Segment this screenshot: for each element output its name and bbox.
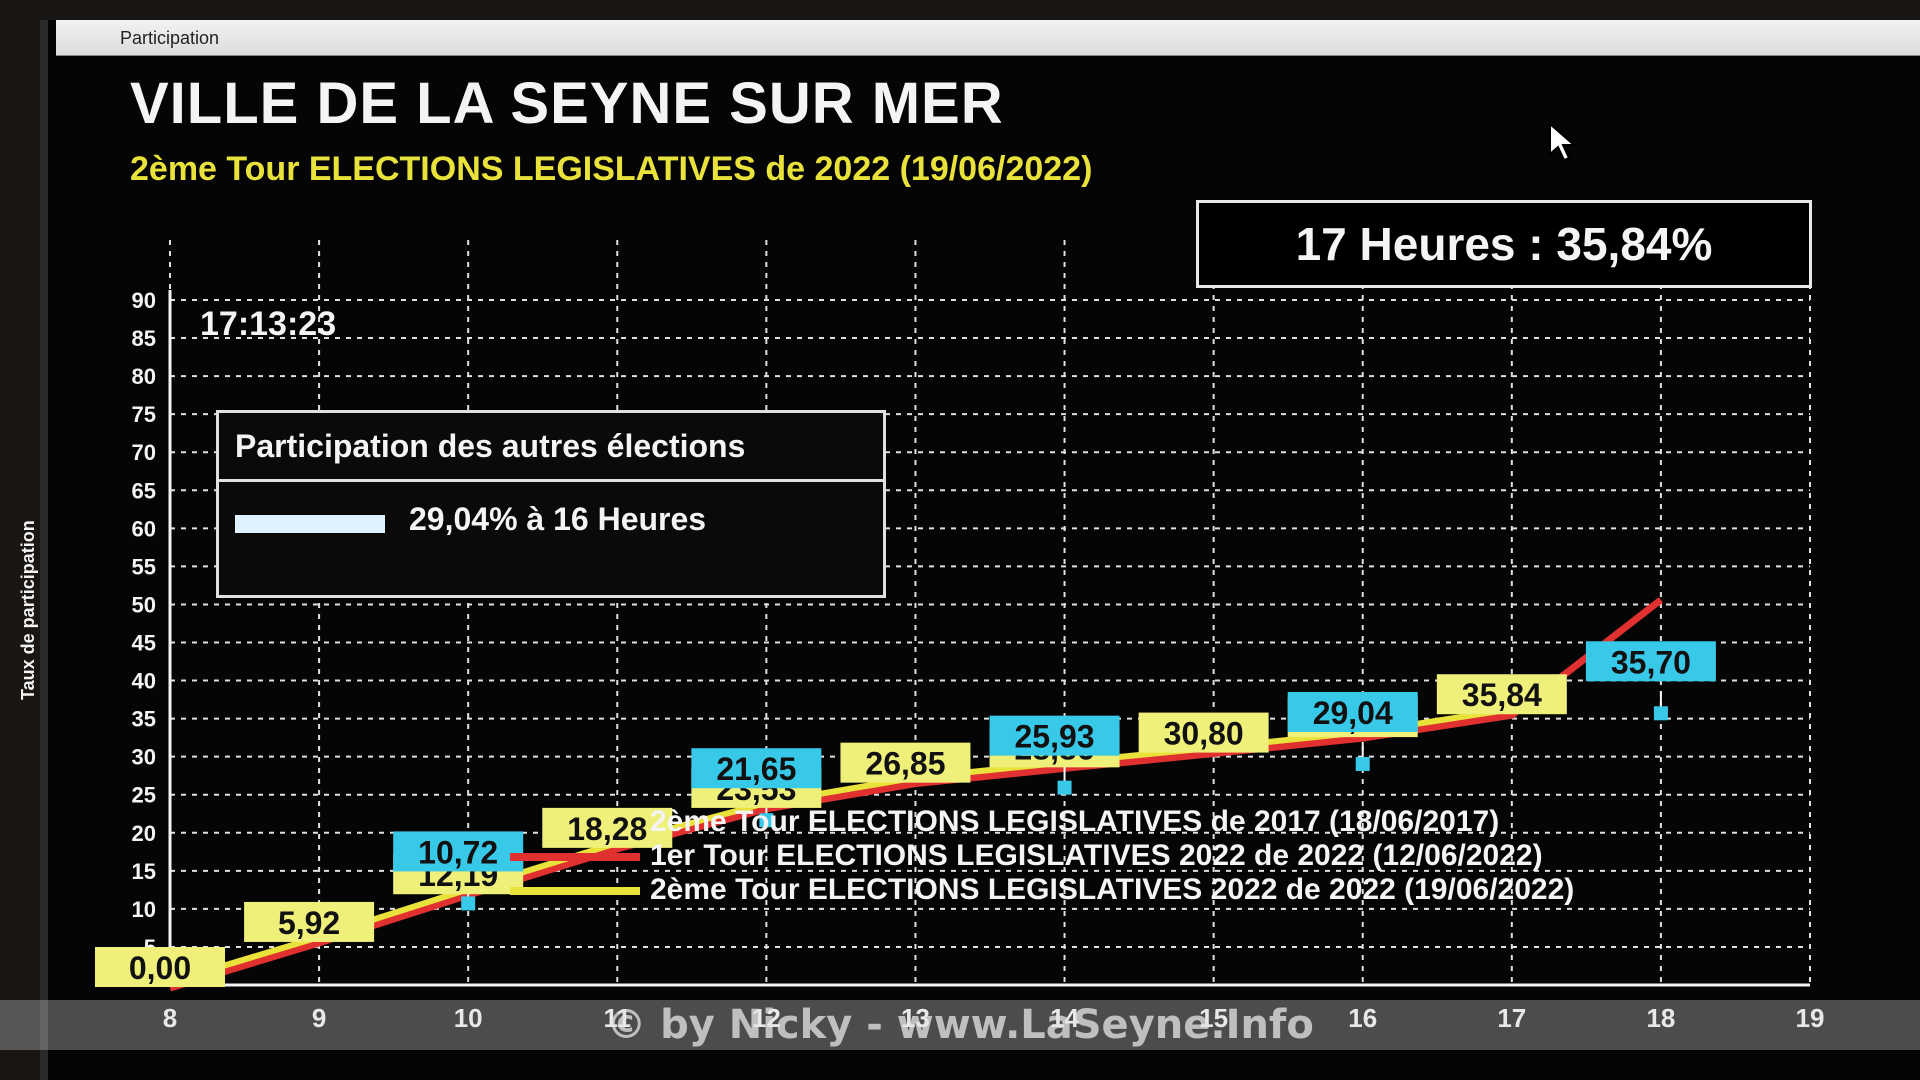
data-label-2017: 29,04 [1313, 695, 1393, 731]
other-elections-title: Participation des autres élections [219, 413, 883, 482]
data-label-2022: 5,92 [278, 905, 340, 941]
legend-label-2017: 2ème Tour ELECTIONS LEGISLATIVES de 2017… [650, 805, 1500, 838]
y-tick-label: 40 [132, 669, 156, 694]
y-tick-label: 80 [132, 364, 156, 389]
page-subtitle: 2ème Tour ELECTIONS LEGISLATIVES de 2022… [130, 150, 1093, 188]
y-tick-label: 30 [132, 745, 156, 770]
mouse-cursor-icon [1549, 122, 1577, 162]
data-label-2017-box [989, 715, 1120, 756]
watermark: © by Nicky - www.LaSeyne.Info [0, 1000, 1920, 1050]
y-tick-label: 90 [132, 288, 156, 313]
other-elections-value: 29,04% à 16 Heures [409, 501, 707, 537]
x-tick-label: 13 [901, 1003, 930, 1033]
data-label-2017-box [1287, 691, 1418, 732]
data-label-2022-box [244, 901, 375, 942]
series-2017-point [759, 813, 774, 828]
y-tick-label: 55 [132, 554, 156, 579]
y-tick-label: 20 [132, 821, 156, 846]
clock-readout: 17:13:23 [200, 305, 337, 343]
legend-item-2017: 2ème Tour ELECTIONS LEGISLATIVES de 2017… [510, 805, 1574, 839]
x-tick-label: 9 [312, 1003, 326, 1033]
data-label-2017-box [393, 831, 524, 872]
data-label-2022-box [95, 947, 225, 987]
legend-item-round1-2022: 1er Tour ELECTIONS LEGISLATIVES 2022 de … [510, 839, 1574, 873]
x-tick-label: 14 [1050, 1003, 1079, 1033]
data-label-2022: 26,85 [865, 746, 945, 782]
x-tick-label: 12 [752, 1003, 781, 1033]
y-tick-label: 35 [132, 707, 156, 732]
legend-swatch-2017 [510, 819, 640, 827]
data-label-2017: 21,65 [716, 751, 796, 787]
data-label-2022-box [840, 742, 971, 783]
window-titlebar[interactable]: Participation [56, 20, 1920, 56]
series-2017-point [1653, 706, 1668, 721]
other-elections-panel: Participation des autres élections 29,04… [216, 410, 886, 598]
data-label-2017-box [691, 748, 822, 789]
y-axis-label: Taux de participation [18, 520, 38, 700]
legend-label-round1-2022: 1er Tour ELECTIONS LEGISLATIVES 2022 de … [650, 839, 1543, 872]
chart-legend: 2ème Tour ELECTIONS LEGISLATIVES de 2017… [510, 805, 1574, 907]
legend-item-round2-2022: 2ème Tour ELECTIONS LEGISLATIVES 2022 de… [510, 873, 1574, 907]
series-2017-point [1057, 780, 1072, 795]
y-tick-label: 10 [132, 897, 156, 922]
y-tick-label: 75 [132, 402, 156, 427]
data-label-2022-box [1138, 712, 1269, 753]
data-label-2022: 35,84 [1462, 677, 1542, 713]
x-tick-label: 8 [163, 1003, 177, 1033]
data-label-2017: 25,93 [1015, 719, 1095, 755]
other-elections-swatch [235, 515, 385, 533]
x-tick-label: 17 [1497, 1003, 1526, 1033]
series-2017-point [461, 896, 476, 911]
data-label-2017: 10,72 [418, 834, 498, 870]
y-tick-label: 25 [132, 783, 156, 808]
series-2017-point [1355, 756, 1370, 771]
data-label-2022: 18,28 [567, 811, 647, 847]
y-tick-label: 50 [132, 592, 156, 617]
x-tick-label: 18 [1646, 1003, 1675, 1033]
chart-data-labels: 0,005,9212,1918,2823,5326,8528,8630,8032… [95, 641, 1716, 987]
data-label-2017-box [1585, 641, 1716, 682]
data-label-2022-box [1436, 674, 1567, 715]
data-label-2022: 30,80 [1164, 716, 1244, 752]
data-label-2022: 0,00 [129, 950, 191, 986]
x-tick-label: 15 [1199, 1003, 1228, 1033]
legend-swatch-round1-2022 [510, 853, 640, 861]
x-tick-label: 19 [1796, 1003, 1825, 1033]
y-tick-label: 65 [132, 478, 156, 503]
current-hour-badge: 17 Heures : 35,84% [1196, 200, 1812, 288]
data-label-2017: 35,70 [1611, 644, 1691, 680]
series-line-round2-2022 [169, 706, 1513, 985]
y-tick-label: 15 [132, 859, 156, 884]
chart-axes: 8910111213141516171819510152025303540455… [132, 288, 1825, 1033]
x-tick-label: 11 [604, 1003, 632, 1033]
legend-label-round2-2022: 2ème Tour ELECTIONS LEGISLATIVES 2022 de… [650, 873, 1575, 906]
x-tick-label: 16 [1348, 1003, 1377, 1033]
window-title: Participation [120, 28, 220, 48]
y-tick-label: 85 [132, 326, 156, 351]
y-tick-label: 45 [132, 631, 156, 656]
legend-swatch-round2-2022 [510, 887, 640, 895]
x-tick-label: 10 [454, 1003, 483, 1033]
y-tick-label: 60 [132, 516, 156, 541]
data-label-2022-box [542, 807, 673, 848]
y-tick-label: 70 [132, 440, 156, 465]
page-title: VILLE DE LA SEYNE SUR MER [130, 71, 1004, 136]
